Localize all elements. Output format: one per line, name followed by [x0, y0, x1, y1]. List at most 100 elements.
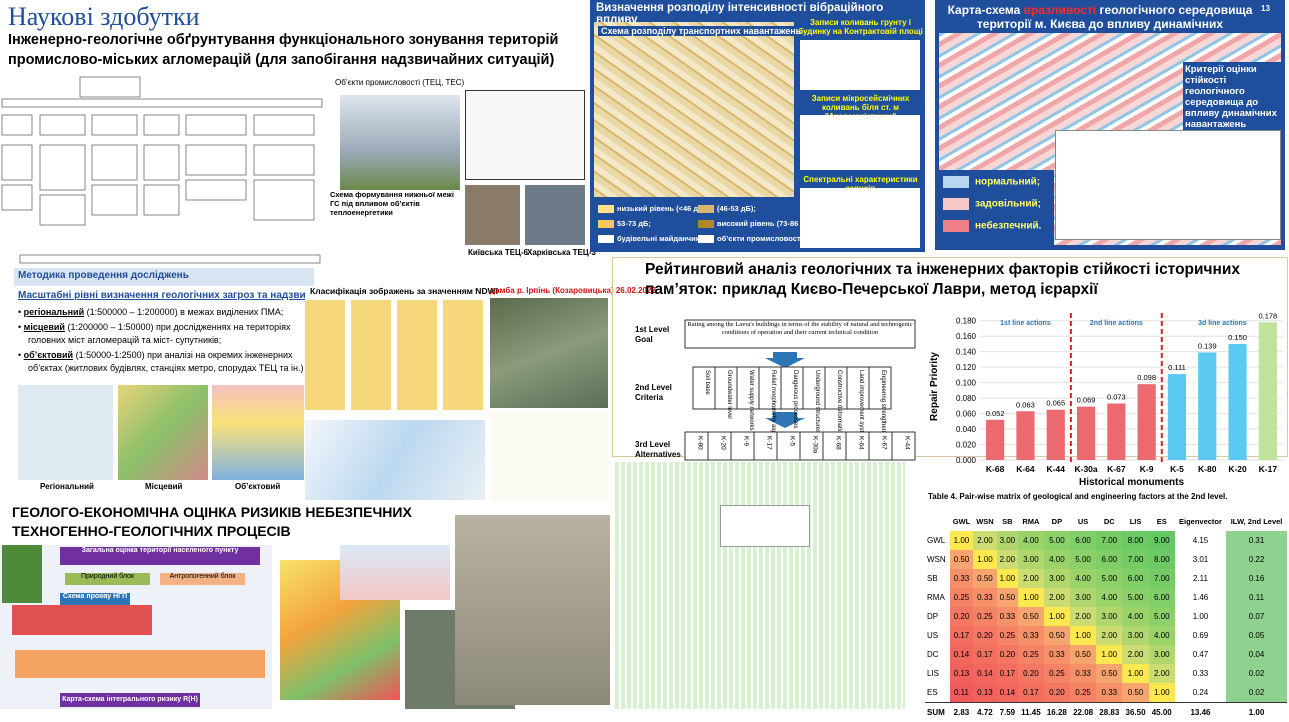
table-cell: 0.50 [1018, 607, 1044, 626]
table-cell: 3.00 [1149, 645, 1175, 664]
table-cell: 2.00 [1096, 626, 1122, 645]
flowchart-svg [0, 75, 330, 265]
profile-chart [340, 545, 450, 600]
bar [1198, 352, 1216, 460]
alternative-box [685, 432, 708, 460]
table-cell: 3.01 [1175, 550, 1226, 569]
legend-item: задовільний; [943, 198, 1041, 210]
table-cell: 4.15 [1175, 531, 1226, 550]
table-cell: 4.72 [973, 703, 996, 722]
legend-swatch [598, 235, 614, 243]
risk-block: Схема прояву НГП [60, 593, 130, 605]
header-cell: US [1070, 512, 1096, 531]
y-axis-title: Repair Priority [929, 352, 940, 421]
table-cell: 0.02 [1226, 683, 1287, 703]
regional-map [18, 385, 113, 480]
table-cell: 22.08 [1070, 703, 1096, 722]
risk-scheme: Загальна оцінка території населеного пун… [0, 545, 272, 709]
legend-swatch [943, 198, 969, 210]
group-label: 3d line actions [1198, 320, 1247, 327]
tec2-label: Харківська ТЕЦ-3 [527, 248, 596, 257]
alternative-label: K-64 [858, 436, 865, 450]
risk-3d-map [455, 515, 610, 705]
y-tick-label: 0.120 [956, 363, 977, 372]
table-cell: 5.00 [1122, 588, 1148, 607]
header-cell: Eigenvector [1175, 512, 1226, 531]
header-cell: RMA [1018, 512, 1044, 531]
dam-photo [490, 298, 608, 408]
table-cell: 0.33 [950, 569, 973, 588]
table-cell: 1.00 [997, 569, 1018, 588]
table-cell: 0.50 [1070, 645, 1096, 664]
table-cell: 0.33 [1096, 683, 1122, 703]
table-cell: SB [925, 569, 950, 588]
criterion-box [693, 367, 715, 409]
bullet: • місцевий (1:200000 – 1:50000) при досл… [18, 321, 305, 347]
legend-item: небезпечний. [943, 220, 1041, 232]
risk-block: Антропогенний блок [160, 573, 245, 585]
scheme-caption-text: Схема формування нижньої межі ГС під впл… [330, 190, 454, 217]
table-cell: 0.33 [973, 588, 996, 607]
criterion-label: Dangerous processes [792, 370, 798, 428]
criterion-label: Land improvement system [858, 370, 864, 440]
table-cell: 0.17 [950, 626, 973, 645]
flowchart [0, 75, 330, 265]
bar [1016, 411, 1034, 460]
object-map [212, 385, 304, 480]
table-cell: 0.50 [997, 588, 1018, 607]
table-cell: 45.00 [1149, 703, 1175, 722]
table-cell: 0.33 [1070, 664, 1096, 683]
criterion-box [825, 367, 847, 409]
table-cell: 0.33 [1018, 626, 1044, 645]
alternative-label: K-80 [697, 436, 704, 450]
value-label: 0.139 [1198, 341, 1217, 350]
table-cell: 2.11 [1175, 569, 1226, 588]
legend-item: низький рівень (<46 дБ); [598, 204, 709, 213]
table-cell: 7.00 [1096, 531, 1122, 550]
criterion-box [847, 367, 869, 409]
table-cell: 0.16 [1226, 569, 1287, 588]
table-cell: 6.00 [1096, 550, 1122, 569]
table-cell: 4.00 [1149, 626, 1175, 645]
alternative-box [731, 432, 754, 460]
table-cell: 8.00 [1149, 550, 1175, 569]
criterion-box [737, 367, 759, 409]
alternative-label: K-5 [789, 436, 796, 447]
table-cell: 3.00 [1070, 588, 1096, 607]
header-cell: LIS [1122, 512, 1148, 531]
goal-text: Rating among the Lavra's buildings in te… [687, 321, 913, 337]
bullet: • об’єктовий (1:50000-1:2500) при аналіз… [18, 349, 305, 375]
table-caption-text: Table 4. Pair-wise matrix of geological … [928, 492, 1228, 501]
x-tick-label: K-80 [1198, 464, 1217, 474]
header-cell: WSN [973, 512, 996, 531]
legend-swatch [698, 205, 714, 213]
risk-band [15, 650, 265, 678]
table-cell: 2.00 [1018, 569, 1044, 588]
table-cell: 9.00 [1149, 531, 1175, 550]
bar-chart-svg: 0.0000.0200.0400.0600.0800.1000.1200.140… [925, 305, 1287, 490]
header-cell: SB [997, 512, 1018, 531]
table-cell: WSN [925, 550, 950, 569]
group-label: 1st line actions [1000, 320, 1051, 327]
table-cell: 1.00 [1226, 703, 1287, 722]
legend-label: будівельні майданчики; [617, 234, 707, 243]
y-tick-label: 0.180 [956, 317, 977, 326]
bar [1107, 404, 1125, 460]
rec2-plot [800, 115, 920, 170]
scheme-caption: Схема формування нижньої межі ГС під впл… [330, 190, 455, 217]
table-cell: 0.20 [1044, 683, 1070, 703]
criterion-label: Underground structures [814, 370, 820, 433]
table-cell: 1.00 [950, 531, 973, 550]
legend-label: 53-73 дБ; [617, 219, 651, 228]
table-cell: 0.11 [1226, 588, 1287, 607]
table-cell: 0.47 [1175, 645, 1226, 664]
alternative-label: K-30a [812, 436, 819, 454]
table-cell: US [925, 626, 950, 645]
table-cell: 0.02 [1226, 664, 1287, 683]
